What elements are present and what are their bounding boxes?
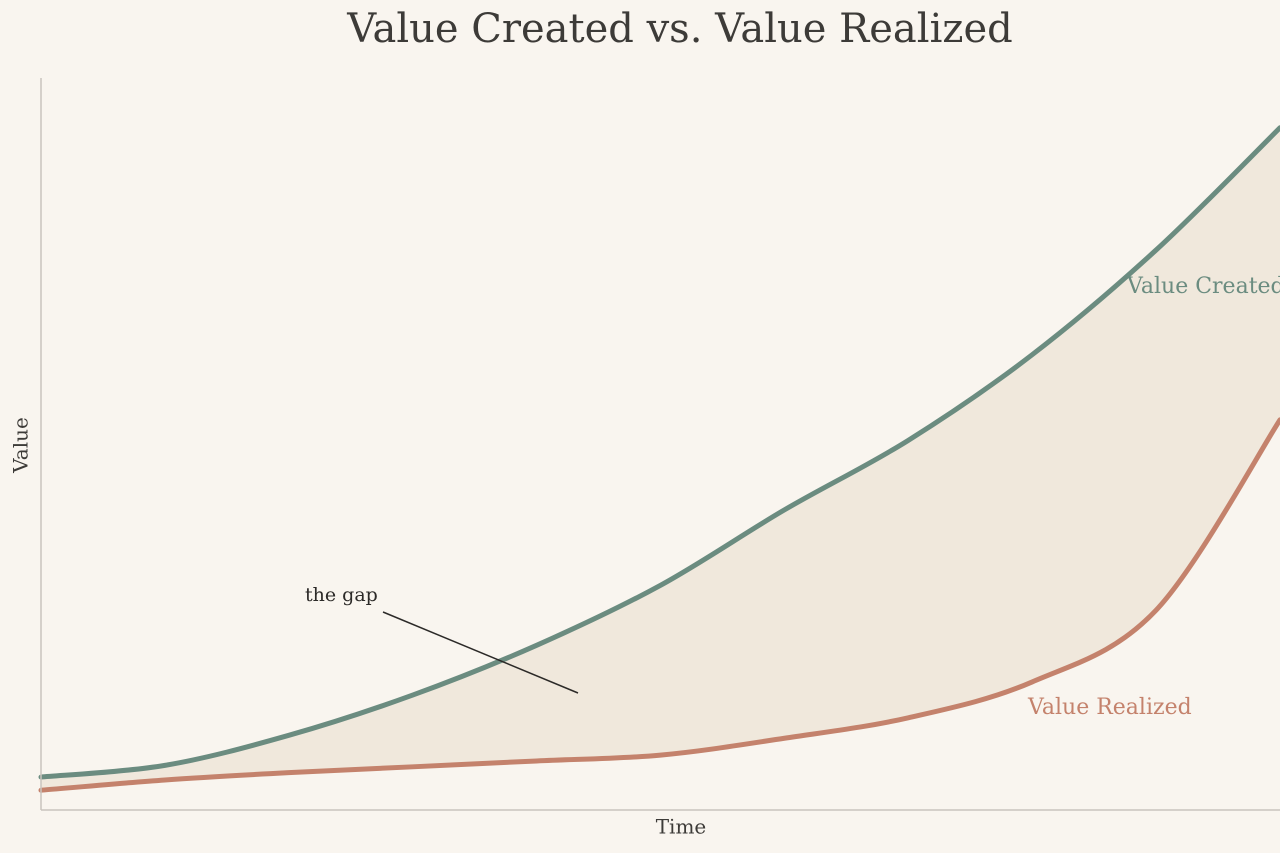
chart-title: Value Created vs. Value Realized	[346, 6, 1012, 52]
annotation: the gap	[305, 584, 378, 606]
series-line	[38, 125, 1280, 780]
series-label: Value Realized	[1027, 695, 1192, 720]
y-axis-label: Value	[9, 417, 33, 474]
x-axis-label: Time	[656, 815, 707, 839]
series-line	[38, 417, 1280, 793]
plot-area	[38, 125, 1280, 793]
annotation-arrow	[382, 611, 579, 694]
series-label: Value Created	[1126, 274, 1280, 299]
gap-area	[41, 127, 1280, 791]
